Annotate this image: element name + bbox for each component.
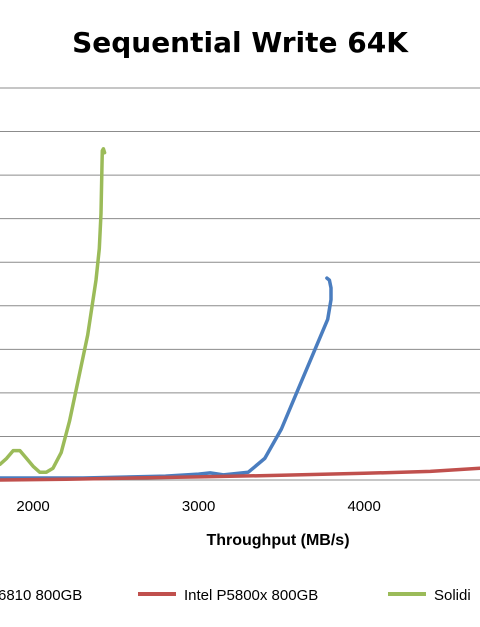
series-line — [0, 147, 107, 474]
x-tick-label: 4000 — [347, 498, 380, 515]
legend-label: 6810 800GB — [0, 587, 82, 604]
x-tick-label: 2000 — [16, 498, 49, 515]
legend-label: Intel P5800x 800GB — [184, 587, 318, 604]
x-tick-label: 3000 — [182, 498, 215, 515]
legend-label: Solidi — [434, 587, 471, 604]
series-lines — [0, 147, 480, 482]
series-line — [0, 466, 480, 482]
x-axis-ticks: 2000 3000 4000 — [16, 498, 380, 515]
chart-title: Sequential Write 64K — [72, 26, 409, 59]
x-axis-label: Throughput (MB/s) — [206, 532, 349, 549]
legend: 6810 800GB Intel P5800x 800GB Solidi — [0, 587, 471, 604]
gridlines — [0, 87, 480, 481]
series-line — [0, 276, 333, 480]
